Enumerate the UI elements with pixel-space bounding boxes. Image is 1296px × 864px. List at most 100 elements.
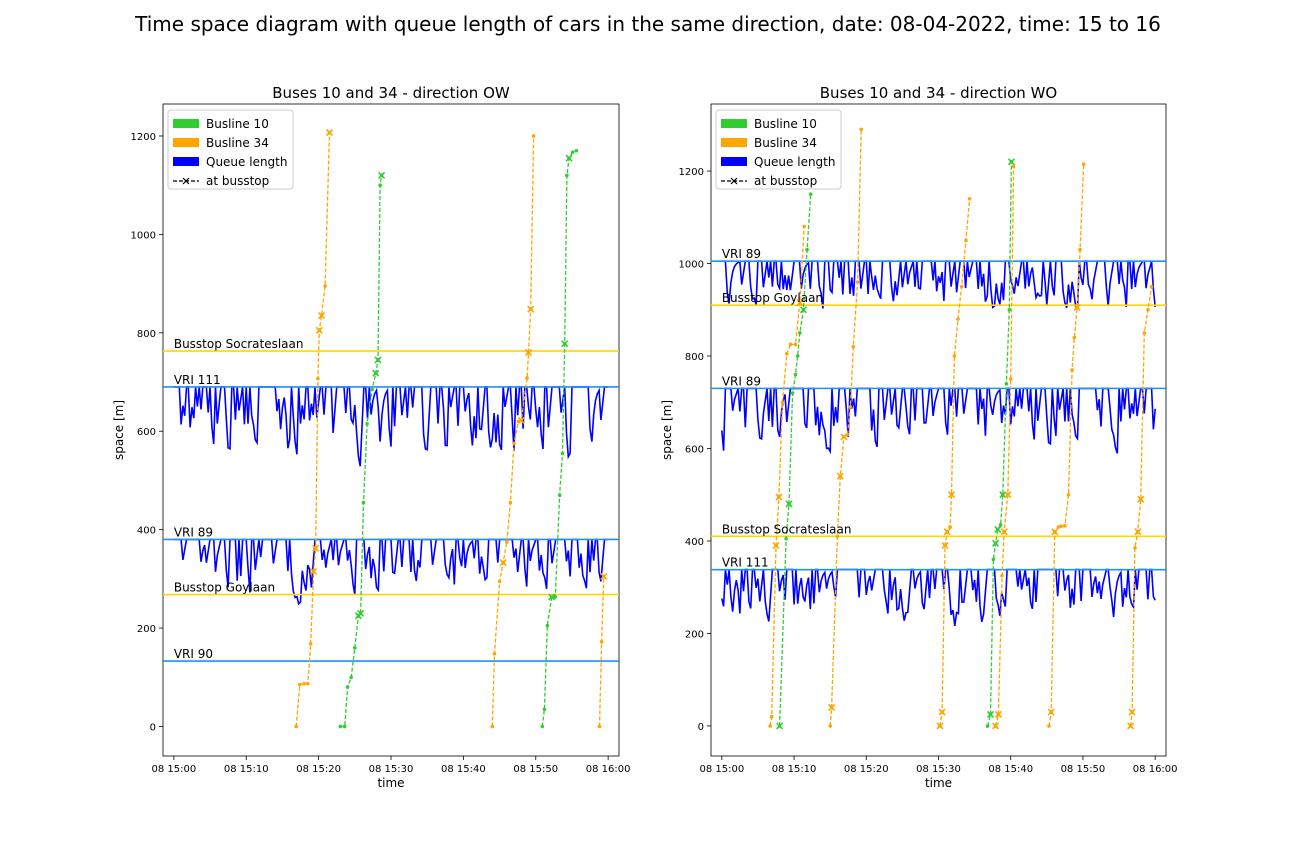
bus-point bbox=[305, 681, 310, 686]
bus-point bbox=[361, 500, 366, 505]
busstop-marker bbox=[325, 128, 334, 137]
busstop-marker bbox=[947, 491, 956, 499]
bus-point bbox=[1004, 381, 1009, 386]
busstop-marker bbox=[943, 528, 951, 536]
busstop-label: Busstop Goylaan bbox=[722, 291, 823, 305]
bus-trip-line bbox=[295, 132, 331, 727]
bus-point bbox=[557, 493, 562, 498]
busstop-marker bbox=[372, 369, 380, 377]
busstop-marker bbox=[374, 356, 382, 364]
busstop-marker bbox=[357, 609, 365, 617]
busstop-marker bbox=[378, 171, 386, 179]
busstop-marker bbox=[828, 703, 836, 712]
bus-point bbox=[1011, 164, 1016, 169]
y-axis-label: space [m] bbox=[112, 400, 126, 460]
busstop-marker bbox=[312, 544, 320, 552]
busstop-marker bbox=[799, 306, 808, 314]
busstop-marker bbox=[1127, 722, 1135, 730]
bus-point bbox=[967, 196, 972, 201]
busstop-marker bbox=[1007, 158, 1016, 166]
bus-point bbox=[512, 441, 516, 446]
bus-point bbox=[378, 183, 382, 187]
bus-point bbox=[316, 376, 320, 381]
legend-box bbox=[167, 109, 294, 190]
busstop-marker bbox=[517, 416, 525, 424]
busstop-marker bbox=[1073, 303, 1081, 312]
busstop-marker bbox=[775, 493, 783, 501]
bus-point bbox=[345, 685, 350, 689]
legend-label: Queue length bbox=[754, 155, 836, 169]
x-axis-label: time bbox=[925, 776, 952, 790]
bus-point bbox=[525, 376, 529, 380]
bus-point bbox=[1007, 307, 1012, 312]
legend-swatch bbox=[721, 119, 747, 128]
bus-point bbox=[1000, 573, 1004, 578]
bus-trip-line bbox=[829, 129, 862, 726]
figure-title: Time space diagram with queue length of … bbox=[135, 12, 1161, 36]
bus-point bbox=[1078, 247, 1082, 252]
busstop-marker bbox=[548, 593, 556, 601]
y-tick-label: 1000 bbox=[131, 230, 156, 241]
vri-label: VRI 89 bbox=[174, 525, 213, 539]
bus-point bbox=[788, 342, 793, 347]
bus-point bbox=[540, 724, 545, 729]
vri-label: VRI 111 bbox=[722, 556, 769, 570]
vri-label: VRI 89 bbox=[722, 247, 761, 261]
busstop-label: Busstop Socrateslaan bbox=[174, 337, 304, 351]
busstop-marker bbox=[994, 525, 1002, 533]
bus-trip-line bbox=[1129, 286, 1153, 726]
bus-point bbox=[1072, 335, 1077, 340]
busstop-marker bbox=[527, 305, 535, 313]
bus-point bbox=[1056, 525, 1061, 529]
legend-label: Queue length bbox=[206, 155, 288, 169]
plot-area bbox=[711, 127, 1166, 730]
busstop-marker bbox=[836, 472, 844, 480]
vri-label: VRI 89 bbox=[722, 374, 761, 388]
bus-point bbox=[798, 331, 802, 335]
bus-point bbox=[805, 247, 809, 252]
bus-point bbox=[1081, 162, 1086, 166]
x-tick-label: 08 15:00 bbox=[151, 764, 196, 775]
queue-length-line bbox=[721, 387, 1156, 455]
bus-point bbox=[998, 522, 1003, 527]
x-tick-label: 08 15:10 bbox=[224, 764, 269, 775]
x-tick-label: 08 15:40 bbox=[988, 764, 1033, 775]
y-tick-label: 0 bbox=[698, 722, 704, 733]
busstop-marker bbox=[941, 542, 949, 550]
bus-point bbox=[294, 724, 298, 729]
bus-point bbox=[323, 284, 327, 288]
bus-point bbox=[338, 724, 343, 729]
bus-point bbox=[365, 422, 369, 426]
y-tick-label: 0 bbox=[150, 722, 156, 733]
x-tick-label: 08 15:30 bbox=[369, 764, 414, 775]
busstop-marker bbox=[986, 710, 995, 718]
bus-point bbox=[370, 387, 374, 392]
bus-point bbox=[948, 525, 952, 529]
bus-point bbox=[497, 579, 502, 584]
busstop-label: Busstop Goylaan bbox=[174, 581, 275, 595]
bus-point bbox=[835, 534, 840, 539]
y-tick-label: 1000 bbox=[679, 260, 704, 271]
legend-label: at busstop bbox=[754, 174, 817, 188]
bus-point bbox=[298, 682, 302, 687]
bus-point bbox=[505, 540, 509, 544]
busstop-marker bbox=[991, 722, 1000, 730]
bus-point bbox=[855, 280, 860, 284]
bus-point bbox=[793, 342, 798, 347]
bus-point bbox=[560, 451, 565, 456]
busstop-marker bbox=[317, 312, 326, 320]
bus-point bbox=[1059, 524, 1064, 528]
x-tick-label: 08 16:00 bbox=[586, 764, 631, 775]
bus-point bbox=[985, 724, 990, 728]
bus-point bbox=[785, 351, 789, 356]
y-tick-label: 200 bbox=[685, 629, 704, 640]
y-tick-label: 200 bbox=[137, 624, 156, 635]
bus-point bbox=[1047, 724, 1051, 728]
legend-label: Busline 34 bbox=[206, 136, 269, 150]
chart-title: Buses 10 and 34 - direction OW bbox=[272, 84, 510, 102]
busstop-marker bbox=[938, 708, 946, 716]
bus-trip-line bbox=[598, 576, 605, 727]
busstop-marker bbox=[796, 299, 804, 307]
busstop-marker bbox=[315, 326, 323, 334]
bus-point bbox=[851, 344, 856, 349]
